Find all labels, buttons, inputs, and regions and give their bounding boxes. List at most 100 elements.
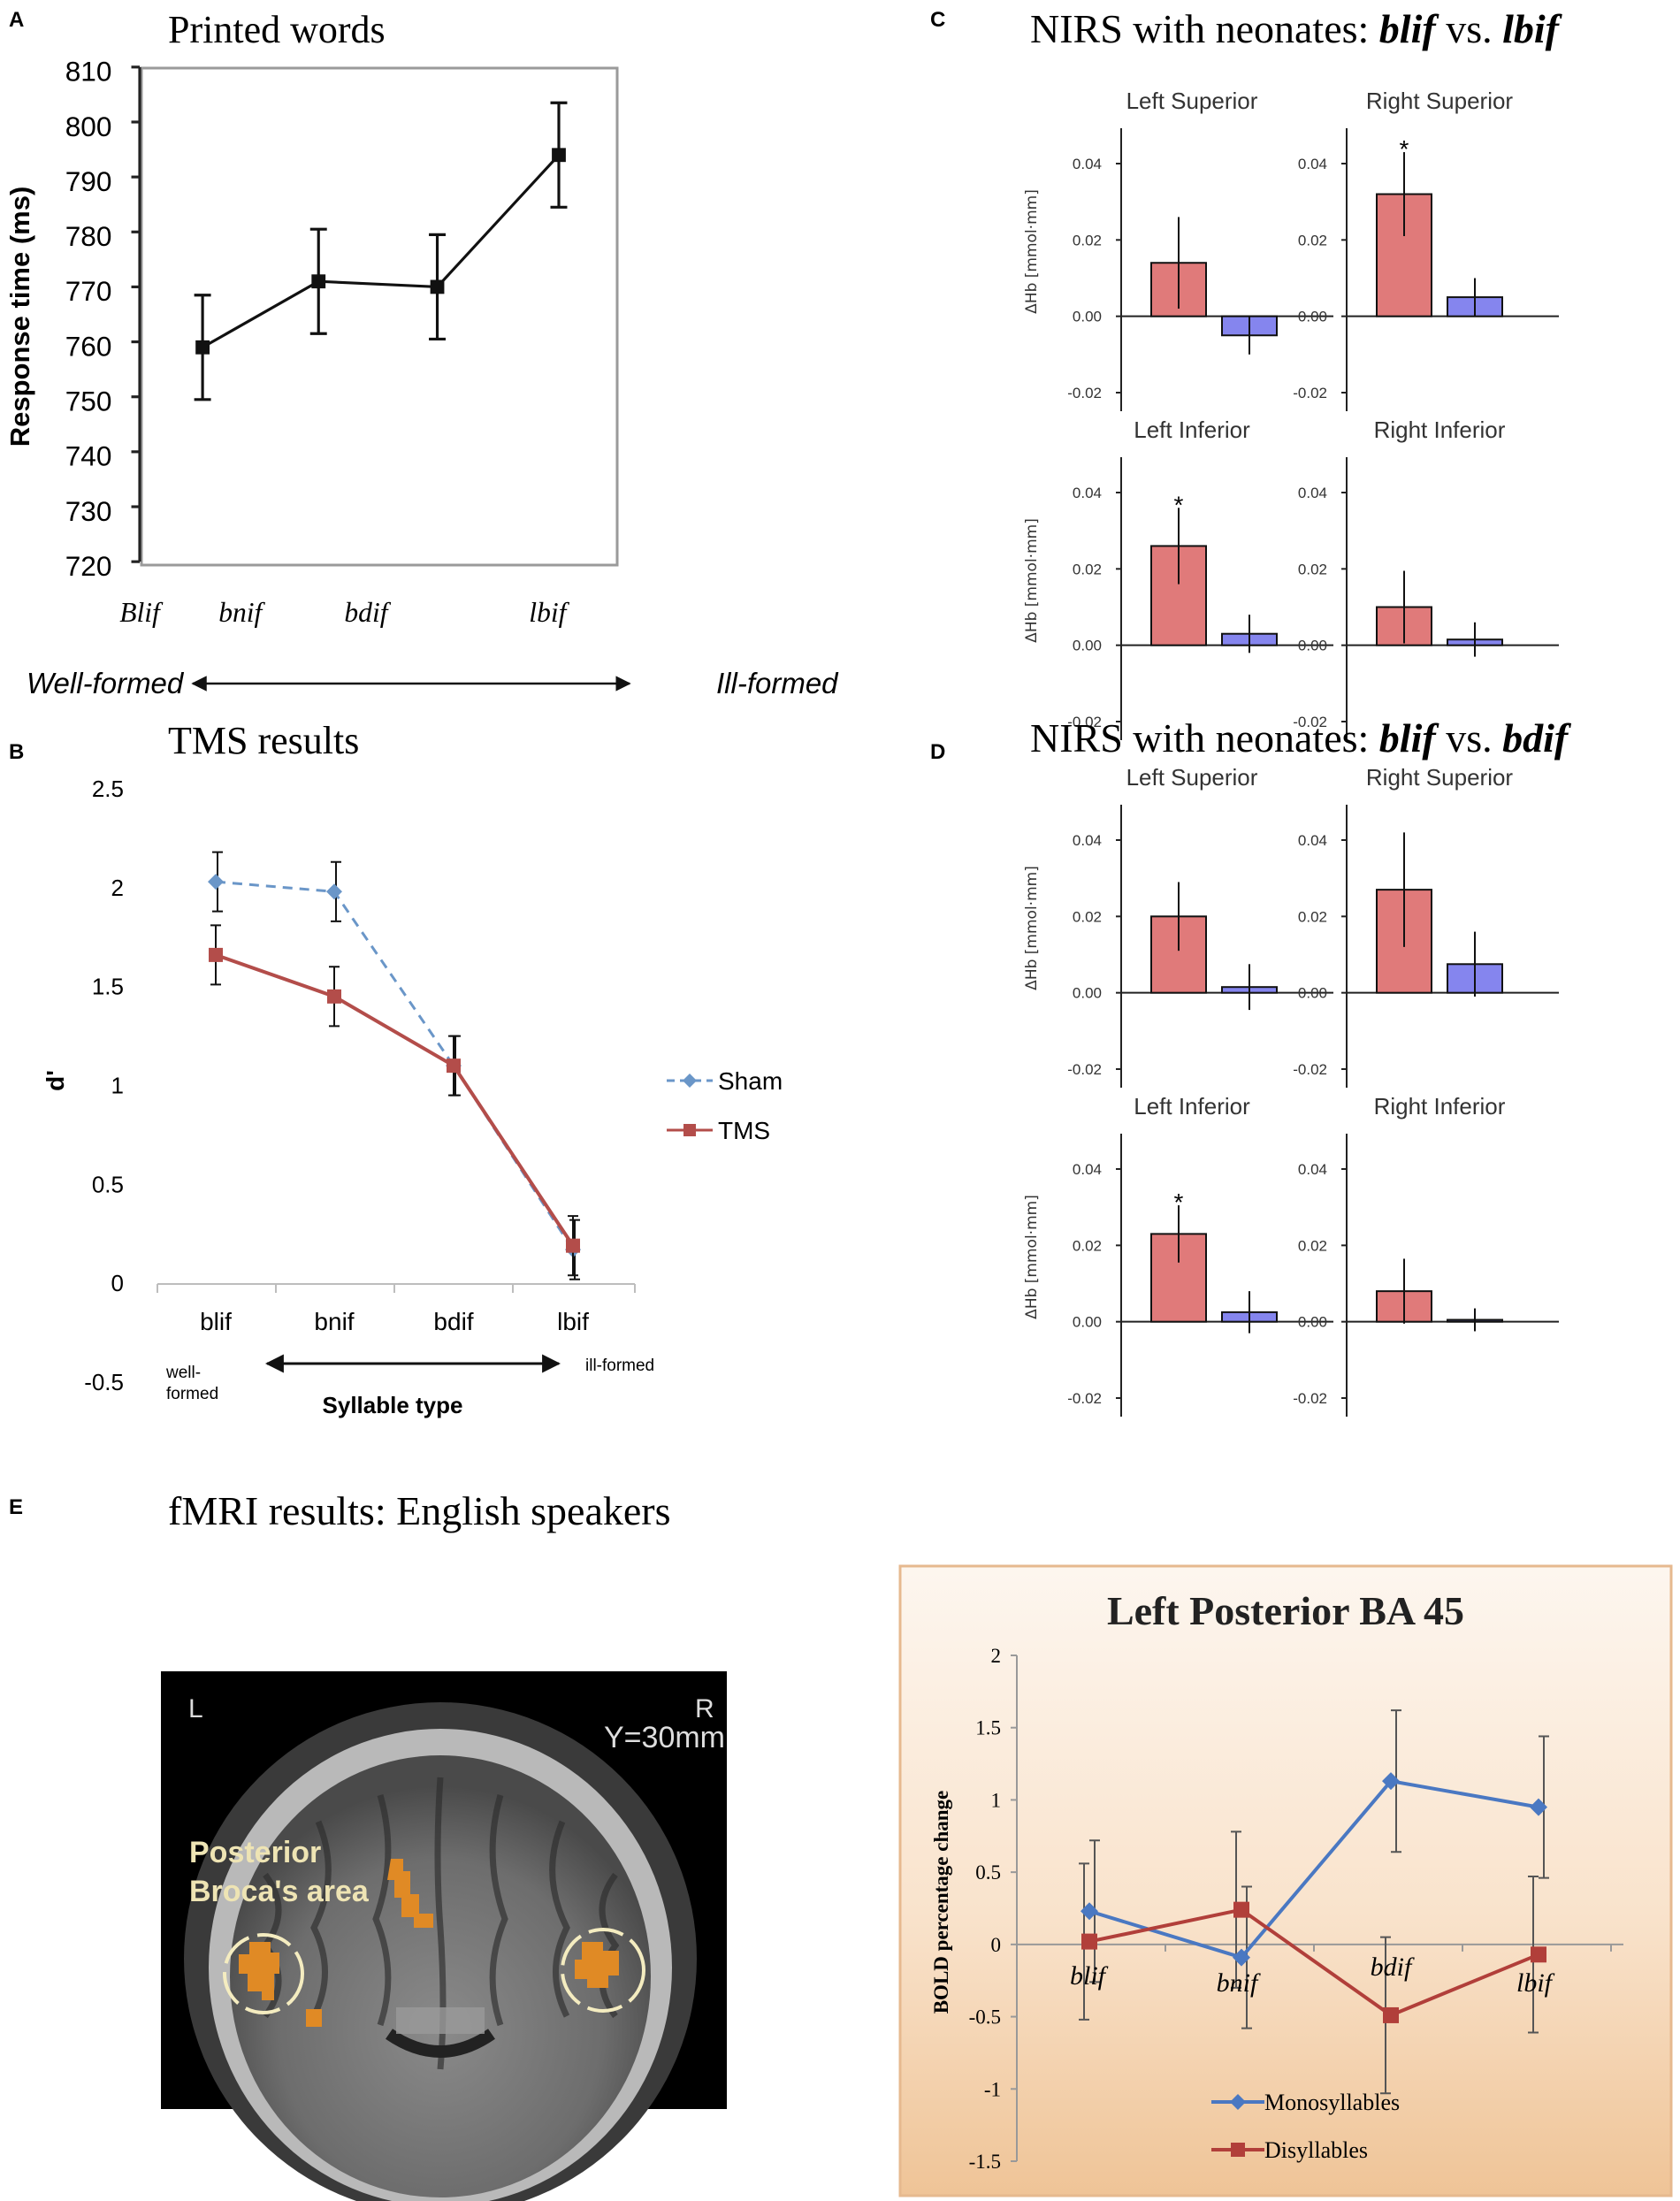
chart-d-title-vs: vs.	[1436, 715, 1502, 760]
chart-e-xtick-label: bdif	[1371, 1953, 1415, 1982]
chart-a-point	[311, 274, 326, 289]
chart-a-ytick-label: 730	[65, 495, 112, 527]
chart-c-subplot-left-superior: Left Superior -0.02 0.00 0.02 0.04 ΔHb [mmol·…	[1023, 88, 1333, 411]
chart-d-ytick-label: -0.02	[1067, 1390, 1102, 1407]
chart-d-title-word2: bdif	[1502, 715, 1572, 760]
chart-c-ytick-label: 0.02	[1298, 232, 1327, 248]
chart-e-legend-monosyllables: Monosyllables	[1264, 2090, 1400, 2115]
chart-d-ytick-label: 0.00	[1298, 1314, 1327, 1331]
brain-mri-image	[161, 1671, 727, 2201]
chart-c-ytick-label: -0.02	[1293, 385, 1327, 401]
chart-c-ytick-label: -0.02	[1067, 714, 1102, 730]
chart-a-xtick-label: bnif	[218, 597, 265, 628]
chart-b-legend-marker	[683, 1074, 697, 1088]
chart-e-ytick-label: 0.5	[975, 1861, 1001, 1884]
chart-e-point-di	[1383, 2006, 1399, 2023]
chart-b-legend-sham: Sham	[718, 1067, 783, 1095]
chart-b-legend-marker	[683, 1124, 696, 1136]
chart-b-point-tms	[566, 1238, 580, 1253]
region-circles	[223, 1928, 645, 2014]
chart-c-subplot-right-superior: Right Superior -0.02 0.00 0.02 0.04 *	[1293, 88, 1559, 411]
chart-a-ytick-label: 780	[65, 220, 112, 252]
chart-a-point	[430, 279, 445, 294]
chart-d-y-label: ΔHb [mmol·mm]	[1023, 1195, 1041, 1319]
chart-c-significance-star: *	[1400, 135, 1409, 163]
chart-b-well-note-line1: well-	[165, 1364, 201, 1382]
chart-a-point	[195, 340, 210, 355]
chart-e-ytick-label: 1	[991, 1789, 1002, 1811]
chart-e-xtick-label: bnif	[1217, 1968, 1261, 1998]
chart-d-ytick-label: -0.02	[1067, 1061, 1102, 1078]
brain-hemi-right: R	[695, 1694, 714, 1723]
chart-d-ytick-label: -0.02	[1293, 1390, 1327, 1407]
chart-d-ytick-label: -0.02	[1293, 1061, 1327, 1078]
chart-a-y-label: Response time (ms)	[4, 187, 35, 447]
chart-b-well-note-line2: formed	[166, 1385, 218, 1403]
chart-e-title: Left Posterior BA 45	[1107, 1588, 1464, 1633]
chart-b-line-tms	[215, 952, 575, 1247]
chart-b-ytick-label: 1	[111, 1073, 124, 1099]
chart-b-ytick-label: 0.5	[92, 1171, 124, 1197]
chart-c-significance-star: *	[1174, 491, 1184, 518]
brain-region-label-line1: Posterior	[189, 1836, 321, 1869]
chart-e-xtick-label: blif	[1070, 1961, 1109, 1991]
chart-e-legend-disyllables: Disyllables	[1264, 2137, 1368, 2163]
chart-b-ytick-label: -0.5	[84, 1369, 124, 1395]
panel-letter-e: E	[9, 1495, 23, 1519]
chart-b-x-label: Syllable type	[323, 1392, 463, 1418]
chart-d-subplot-right-superior: Right Superior -0.02 0.00 0.02 0.04	[1293, 764, 1559, 1088]
chart-a-xtick-label: lbif	[529, 597, 569, 628]
chart-e-line-disyllables	[1088, 1907, 1539, 2018]
chart-b-ytick-label: 1.5	[92, 974, 124, 1000]
chart-a-title: Printed words	[168, 8, 386, 51]
chart-d-ytick-label: 0.02	[1073, 1237, 1102, 1254]
chart-c-subplot-title: Left Inferior	[1134, 417, 1250, 443]
chart-d-ytick-label: 0.00	[1073, 985, 1102, 1002]
chart-c-ytick-label: 0.04	[1073, 485, 1102, 501]
chart-b-xtick-label: blif	[200, 1308, 232, 1335]
chart-c-ytick-label: 0.00	[1298, 638, 1327, 654]
chart-d-subplot-title: Right Inferior	[1374, 1093, 1506, 1120]
chart-d-y-label: ΔHb [mmol·mm]	[1023, 866, 1041, 990]
chart-a-ytick-label: 750	[65, 386, 112, 417]
chart-d-title-word1: blif	[1379, 715, 1440, 760]
chart-d-subplot-right-inferior: Right Inferior -0.02 0.00 0.02 0.04	[1293, 1093, 1559, 1417]
chart-a-frame	[140, 66, 619, 567]
chart-d-ytick-label: 0.04	[1298, 1161, 1327, 1178]
chart-d-significance-star: *	[1174, 1188, 1184, 1216]
chart-e-xtick-label: lbif	[1516, 1968, 1555, 1998]
chart-a-ytick-label: 810	[65, 56, 112, 88]
bold-chart-box	[898, 1564, 1673, 2197]
chart-c-ytick-label: 0.00	[1073, 638, 1102, 654]
chart-c-ytick-label: 0.04	[1298, 485, 1327, 501]
panel-e-fmri: fMRI results: English speakers L R Y=30m…	[161, 1488, 1673, 2201]
chart-d-ytick-label: 0.02	[1298, 908, 1327, 925]
chart-b-ytick-label: 0	[111, 1270, 124, 1296]
chart-c-ytick-label: 0.00	[1073, 309, 1102, 325]
chart-c-title-word2: lbif	[1502, 6, 1563, 51]
chart-b-legend-tms: TMS	[718, 1117, 770, 1144]
chart-e-point-mono	[1081, 1902, 1098, 1921]
chart-c-title-word1: blif	[1379, 6, 1440, 51]
chart-a-ytick-label: 790	[65, 165, 112, 197]
chart-d-title: NIRS with neonates: blif vs. bdif	[1030, 715, 1572, 760]
chart-e-ytick-label: -1	[984, 2078, 1001, 2100]
chart-a-ytick-label: 760	[65, 330, 112, 362]
chart-c-ytick-label: 0.00	[1298, 309, 1327, 325]
chart-c-subplot-title: Right Superior	[1366, 88, 1514, 114]
brain-hemi-left: L	[188, 1694, 203, 1723]
chart-c-subplot-title: Right Inferior	[1374, 417, 1506, 443]
chart-a-ytick-label: 800	[65, 111, 112, 142]
chart-d-ytick-label: 0.04	[1298, 832, 1327, 849]
chart-e-point-mono	[1233, 1948, 1250, 1967]
chart-b-title: TMS results	[168, 719, 359, 762]
chart-d-ytick-label: 0.00	[1298, 985, 1327, 1002]
chart-c-ytick-label: 0.04	[1073, 156, 1102, 172]
chart-c-title-prefix: NIRS with neonates:	[1030, 6, 1379, 51]
chart-b-xtick-label: bdif	[433, 1308, 473, 1335]
chart-c-y-label: ΔHb [mmol·mm]	[1023, 189, 1041, 314]
chart-e-ytick-label: 1.5	[975, 1717, 1001, 1739]
chart-a-printed-words: Printed words Response time (ms) 720 730 7…	[4, 8, 839, 699]
activation-clusters	[239, 1859, 619, 2027]
